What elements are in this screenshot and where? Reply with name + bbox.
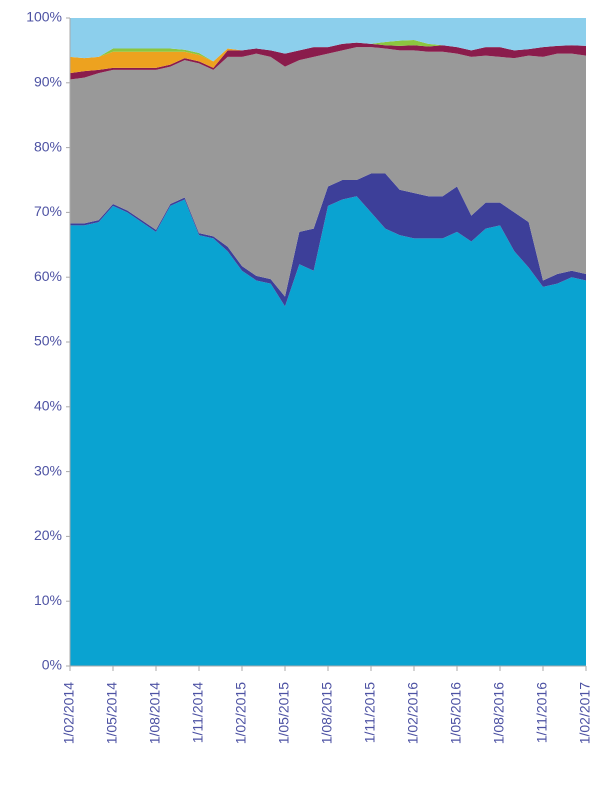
x-tick-label: 1/11/2015 [362, 682, 378, 743]
area [70, 42, 586, 74]
y-tick-label: 100% [26, 9, 62, 25]
area [70, 42, 586, 80]
x-tick-label: 1/08/2016 [491, 682, 507, 744]
y-tick-label: 0% [42, 657, 62, 673]
area [70, 173, 586, 307]
y-tick-label: 90% [34, 74, 62, 90]
area [70, 196, 586, 666]
x-tick-label: 1/05/2016 [448, 682, 464, 744]
y-tick-label: 30% [34, 462, 62, 478]
x-tick-label: 1/08/2015 [319, 682, 335, 744]
y-tick-label: 60% [34, 268, 62, 284]
area [70, 18, 586, 62]
x-tick-label: 1/02/2015 [233, 682, 249, 744]
y-tick-label: 20% [34, 527, 62, 543]
y-tick-label: 50% [34, 333, 62, 349]
x-tick-label: 1/11/2016 [534, 682, 550, 743]
x-tick-label: 1/08/2014 [147, 682, 163, 744]
x-tick-label: 1/05/2014 [104, 682, 120, 744]
y-tick-label: 70% [34, 203, 62, 219]
x-tick-label: 1/05/2015 [276, 682, 292, 744]
x-tick-label: 1/11/2014 [190, 682, 206, 743]
x-tick-label: 1/02/2017 [577, 682, 593, 744]
y-tick-label: 40% [34, 398, 62, 414]
y-tick-label: 10% [34, 592, 62, 608]
y-tick-label: 80% [34, 138, 62, 154]
x-tick-label: 1/02/2016 [405, 682, 421, 744]
x-tick-label: 1/02/2014 [61, 682, 77, 744]
area [70, 47, 586, 297]
area [70, 40, 586, 62]
